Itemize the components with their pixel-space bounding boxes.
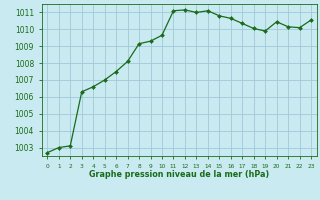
X-axis label: Graphe pression niveau de la mer (hPa): Graphe pression niveau de la mer (hPa) <box>89 170 269 179</box>
